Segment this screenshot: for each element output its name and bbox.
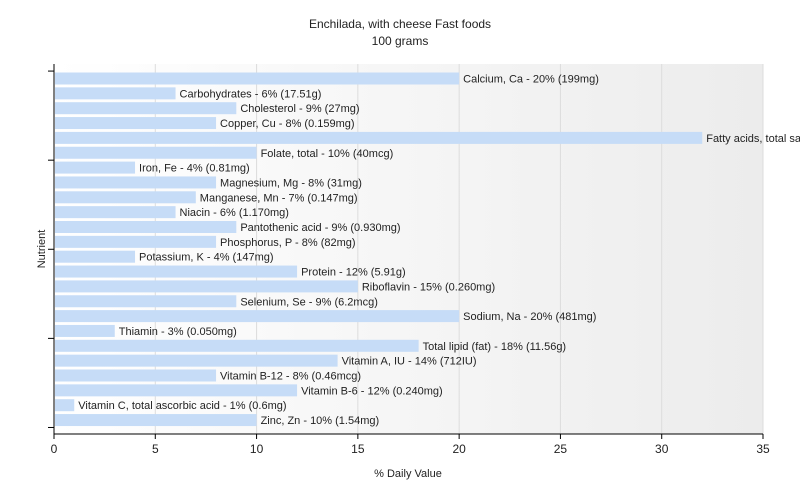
bar-label: Copper, Cu - 8% (0.159mg) [220,118,355,130]
bar-label: Riboflavin - 15% (0.260mg) [362,281,495,293]
y-axis-title: Nutrient [36,230,48,269]
bar [55,176,217,189]
bar-label: Potassium, K - 4% (147mg) [139,252,274,264]
bar [55,354,338,367]
bar-label: Carbohydrates - 6% (17.51g) [180,88,322,100]
bar-label: Fatty acids, total saturated - 32% (6.49… [706,133,800,145]
x-tick-label: 30 [655,442,669,456]
bar [55,399,75,412]
bar [55,206,176,219]
x-tick-label: 0 [51,442,58,456]
bar-label: Vitamin C, total ascorbic acid - 1% (0.6… [78,400,286,412]
bar [55,384,298,397]
bar-label: Phosphorus, P - 8% (82mg) [220,237,356,249]
bar-label: Sodium, Na - 20% (481mg) [463,311,596,323]
bar [55,87,176,100]
bar-label: Cholesterol - 9% (27mg) [240,103,359,115]
bar [55,324,115,337]
bar [55,146,257,159]
bar [55,310,460,323]
bar [55,191,196,204]
bar-label: Vitamin B-12 - 8% (0.46mcg) [220,371,361,383]
bar [55,295,237,308]
bar-label: Total lipid (fat) - 18% (11.56g) [423,341,566,353]
bar [55,131,703,144]
bar [55,414,257,427]
bar-label: Thiamin - 3% (0.050mg) [119,326,237,338]
bar-label: Pantothenic acid - 9% (0.930mg) [240,222,400,234]
x-ticks-group: 0 5 10 15 20 25 30 35 [51,434,770,456]
axes-group [48,64,763,435]
x-tick-label: 20 [452,442,466,456]
bar-label: Manganese, Mn - 7% (0.147mg) [200,192,358,204]
bar [55,250,136,263]
x-tick-label: 15 [351,442,365,456]
chart-title: Enchilada, with cheese Fast foods [309,17,491,31]
x-tick-label: 5 [152,442,159,456]
bar-labels-group: Calcium, Ca - 20% (199mg) Carbohydrates -… [78,74,800,428]
bar-label: Folate, total - 10% (40mcg) [261,148,394,160]
bar-label: Selenium, Se - 9% (6.2mcg) [240,296,378,308]
x-tick-label: 25 [554,442,568,456]
bar [55,161,136,174]
bar-label: Zinc, Zn - 10% (1.54mg) [261,415,380,427]
bar-label: Niacin - 6% (1.170mg) [180,207,289,219]
bar [55,235,217,248]
bar [55,72,460,85]
x-tick-label: 35 [756,442,770,456]
bar-label: Iron, Fe - 4% (0.81mg) [139,163,250,175]
bar [55,265,298,278]
bar [55,102,237,115]
bar-label: Vitamin B-6 - 12% (0.240mg) [301,385,443,397]
chart-subtitle: 100 grams [372,34,429,48]
bar [55,117,217,130]
bar [55,221,237,233]
x-axis-title: % Daily Value [374,468,442,480]
bar [55,369,217,382]
bar-label: Calcium, Ca - 20% (199mg) [463,74,599,86]
bar [55,339,419,352]
bar-label: Protein - 12% (5.91g) [301,267,406,279]
bar-label: Vitamin A, IU - 14% (712IU) [342,356,477,368]
bar [55,280,358,293]
x-tick-label: 10 [250,442,264,456]
bars-group [55,72,703,427]
bar-label: Magnesium, Mg - 8% (31mg) [220,177,362,189]
